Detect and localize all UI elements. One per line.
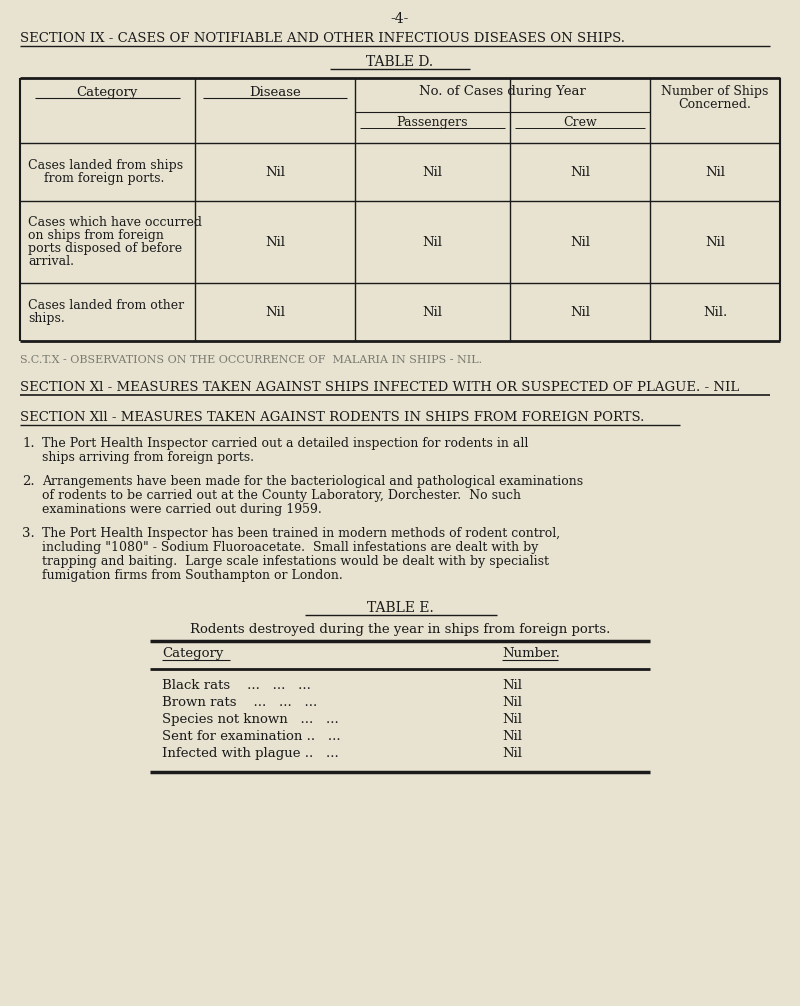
Text: trapping and baiting.  Large scale infestations would be dealt with by specialis: trapping and baiting. Large scale infest… bbox=[42, 555, 549, 568]
Text: Nil: Nil bbox=[705, 235, 725, 248]
Text: TABLE E.: TABLE E. bbox=[366, 601, 434, 615]
Text: -4-: -4- bbox=[391, 12, 409, 26]
Text: Nil: Nil bbox=[570, 166, 590, 178]
Text: SECTION Xl - MEASURES TAKEN AGAINST SHIPS INFECTED WITH OR SUSPECTED OF PLAGUE. : SECTION Xl - MEASURES TAKEN AGAINST SHIP… bbox=[20, 381, 739, 394]
Text: Disease: Disease bbox=[249, 86, 301, 99]
Text: The Port Health Inspector carried out a detailed inspection for rodents in all: The Port Health Inspector carried out a … bbox=[42, 437, 528, 450]
Text: TABLE D.: TABLE D. bbox=[366, 55, 434, 69]
Text: of rodents to be carried out at the County Laboratory, Dorchester.  No such: of rodents to be carried out at the Coun… bbox=[42, 489, 521, 502]
Text: Nil: Nil bbox=[502, 747, 522, 760]
Text: Species not known   ...   ...: Species not known ... ... bbox=[162, 713, 338, 726]
Text: Nil: Nil bbox=[422, 235, 442, 248]
Text: Crew: Crew bbox=[563, 116, 597, 129]
Text: SECTION IX - CASES OF NOTIFIABLE AND OTHER INFECTIOUS DISEASES ON SHIPS.: SECTION IX - CASES OF NOTIFIABLE AND OTH… bbox=[20, 32, 625, 45]
Text: Nil: Nil bbox=[570, 306, 590, 319]
Text: Category: Category bbox=[162, 647, 223, 660]
Text: Nil: Nil bbox=[422, 306, 442, 319]
Text: Category: Category bbox=[76, 86, 138, 99]
Text: Arrangements have been made for the bacteriological and pathological examination: Arrangements have been made for the bact… bbox=[42, 475, 583, 488]
Text: 2.: 2. bbox=[22, 475, 34, 488]
Text: Brown rats    ...   ...   ...: Brown rats ... ... ... bbox=[162, 696, 318, 709]
Text: ports disposed of before: ports disposed of before bbox=[28, 242, 182, 255]
Text: SECTION Xll - MEASURES TAKEN AGAINST RODENTS IN SHIPS FROM FOREIGN PORTS.: SECTION Xll - MEASURES TAKEN AGAINST ROD… bbox=[20, 411, 644, 424]
Text: Nil.: Nil. bbox=[703, 306, 727, 319]
Text: Nil: Nil bbox=[502, 730, 522, 743]
Text: Cases landed from other: Cases landed from other bbox=[28, 299, 184, 312]
Text: Number of Ships: Number of Ships bbox=[662, 85, 769, 98]
Text: from foreign ports.: from foreign ports. bbox=[28, 172, 164, 185]
Text: Black rats    ...   ...   ...: Black rats ... ... ... bbox=[162, 679, 311, 692]
Text: Nil: Nil bbox=[265, 166, 285, 178]
Text: 1.: 1. bbox=[22, 437, 34, 450]
Text: Infected with plague ..   ...: Infected with plague .. ... bbox=[162, 747, 338, 760]
Text: Nil: Nil bbox=[502, 679, 522, 692]
Text: Passengers: Passengers bbox=[396, 116, 468, 129]
Text: S.C.T.X - OBSERVATIONS ON THE OCCURRENCE OF  MALARIA IN SHIPS - NIL.: S.C.T.X - OBSERVATIONS ON THE OCCURRENCE… bbox=[20, 355, 482, 365]
Text: arrival.: arrival. bbox=[28, 255, 74, 268]
Text: No. of Cases during Year: No. of Cases during Year bbox=[418, 85, 586, 98]
Text: ships.: ships. bbox=[28, 312, 65, 325]
Text: Nil: Nil bbox=[705, 166, 725, 178]
Text: examinations were carried out during 1959.: examinations were carried out during 195… bbox=[42, 503, 322, 516]
Text: The Port Health Inspector has been trained in modern methods of rodent control,: The Port Health Inspector has been train… bbox=[42, 527, 560, 540]
Text: including "1080" - Sodium Fluoroacetate.  Small infestations are dealt with by: including "1080" - Sodium Fluoroacetate.… bbox=[42, 541, 538, 554]
Text: Nil: Nil bbox=[265, 235, 285, 248]
Text: Nil: Nil bbox=[422, 166, 442, 178]
Text: Concerned.: Concerned. bbox=[678, 98, 751, 111]
Text: Sent for examination ..   ...: Sent for examination .. ... bbox=[162, 730, 341, 743]
Text: Nil: Nil bbox=[502, 696, 522, 709]
Text: Nil: Nil bbox=[502, 713, 522, 726]
Text: ships arriving from foreign ports.: ships arriving from foreign ports. bbox=[42, 451, 254, 464]
Text: fumigation firms from Southampton or London.: fumigation firms from Southampton or Lon… bbox=[42, 569, 342, 582]
Text: on ships from foreign: on ships from foreign bbox=[28, 229, 164, 242]
Text: 3.: 3. bbox=[22, 527, 34, 540]
Text: Number.: Number. bbox=[502, 647, 560, 660]
Text: Cases which have occurred: Cases which have occurred bbox=[28, 216, 202, 229]
Text: Nil: Nil bbox=[265, 306, 285, 319]
Text: Rodents destroyed during the year in ships from foreign ports.: Rodents destroyed during the year in shi… bbox=[190, 623, 610, 636]
Text: Cases landed from ships: Cases landed from ships bbox=[28, 159, 183, 172]
Text: Nil: Nil bbox=[570, 235, 590, 248]
